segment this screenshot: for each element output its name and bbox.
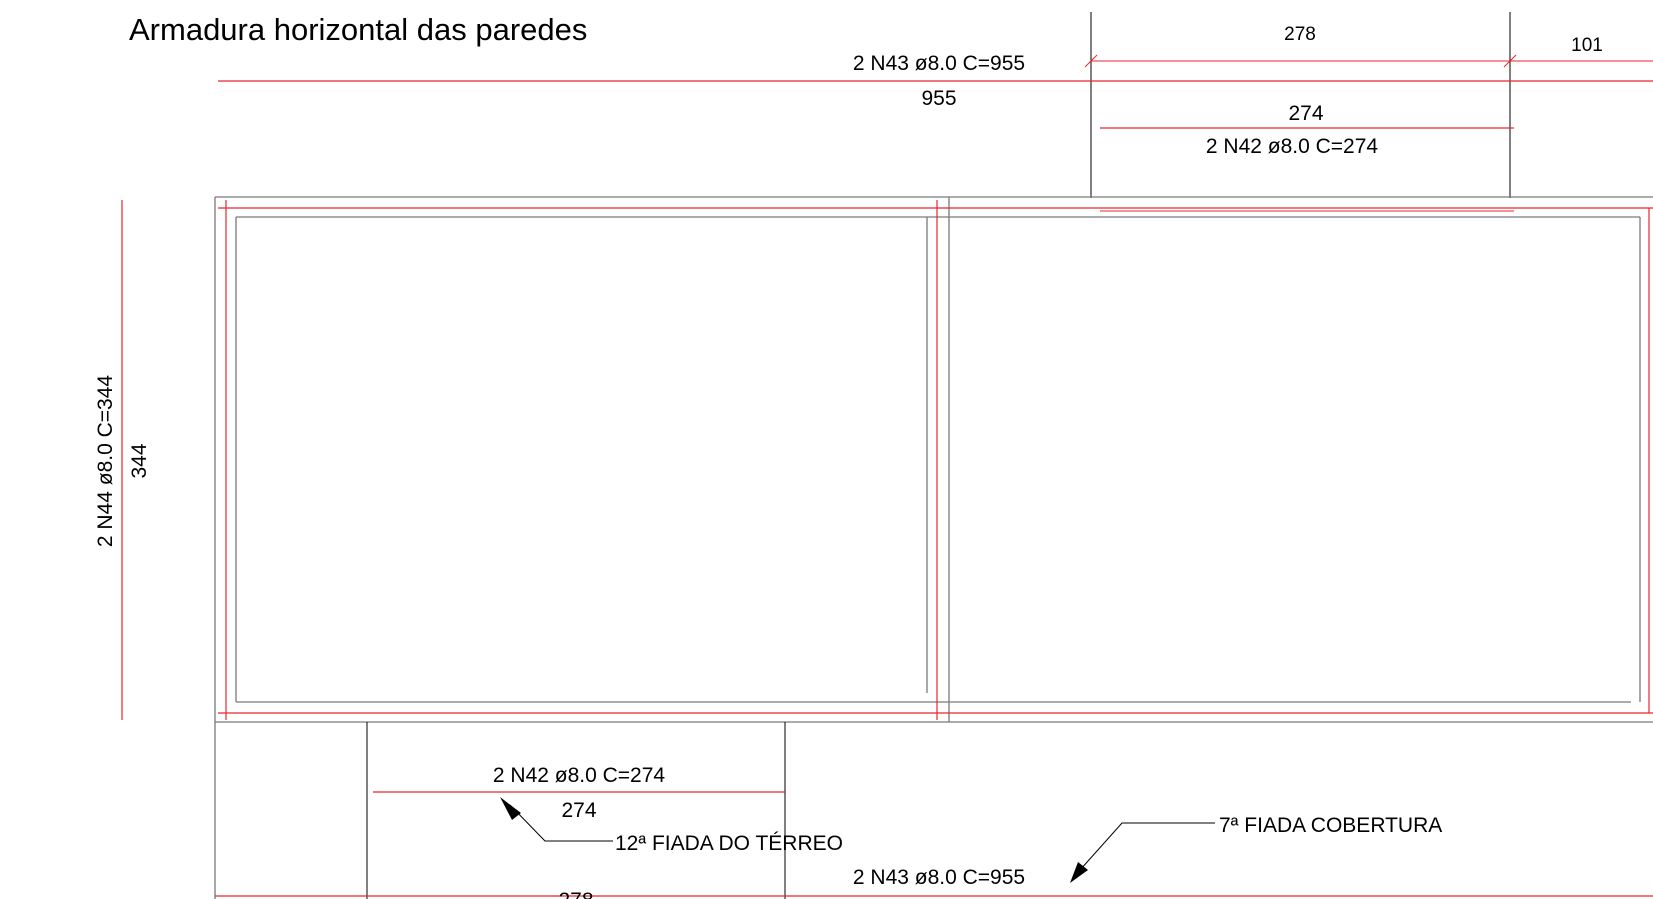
n43-bar-label-bottom: 2 N43 ø8.0 C=955 <box>853 866 1025 889</box>
leader-arrowhead <box>500 797 521 820</box>
fiada-terreo-label: 12ª FIADA DO TÉRREO <box>615 832 843 855</box>
n42-bar-label-top: 2 N42 ø8.0 C=274 <box>1206 135 1379 158</box>
leader-arrowhead <box>1070 862 1088 883</box>
lower-annotations: 2 N42 ø8.0 C=274 274 12ª FIADA DO TÉRREO… <box>215 722 1653 899</box>
drawing-title: Armadura horizontal das paredes <box>129 12 587 47</box>
n42-length-label-bottom: 274 <box>561 799 596 822</box>
dimension-278-top: 278 <box>1284 24 1316 45</box>
dimension-tick <box>1503 54 1517 68</box>
leader-line <box>1079 822 1215 871</box>
n44-length-label: 344 <box>128 443 151 478</box>
n42-length-label-top: 274 <box>1288 102 1323 125</box>
upper-annotations: 2 N43 ø8.0 C=955 955 278 101 274 2 N42 ø… <box>218 12 1653 198</box>
n44-side-bar: 2 N44 ø8.0 C=344 344 <box>94 200 151 720</box>
dimension-278-bottom: 278 <box>558 889 593 899</box>
dimension-101: 101 <box>1571 35 1603 56</box>
dimension-tick <box>1084 54 1098 68</box>
n43-length-label-top: 955 <box>921 87 956 110</box>
n43-bar-label-top: 2 N43 ø8.0 C=955 <box>853 52 1025 75</box>
wall-plan <box>214 196 1653 899</box>
n44-bar-label: 2 N44 ø8.0 C=344 <box>94 375 117 548</box>
n42-bar-label-bottom: 2 N42 ø8.0 C=274 <box>493 764 666 787</box>
leader-line <box>509 804 613 842</box>
fiada-cobertura-label: 7ª FIADA COBERTURA <box>1219 814 1442 837</box>
